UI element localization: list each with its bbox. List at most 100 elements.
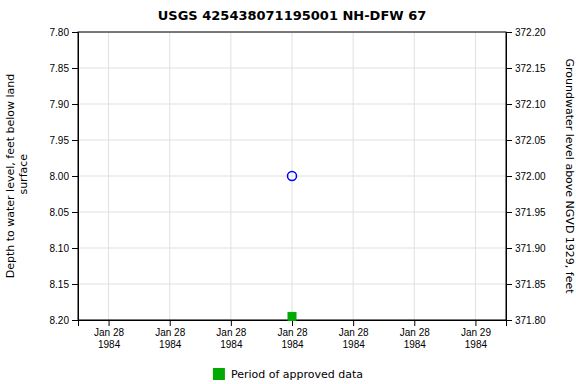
x-tick-label-line: Jan 28 <box>155 327 185 338</box>
x-tick: Jan 281984 <box>216 320 246 350</box>
y2-tick-mark <box>506 176 512 177</box>
y-tick: 8.10 <box>50 243 78 254</box>
x-tick-label-line: Jan 28 <box>339 327 369 338</box>
x-tick: Jan 281984 <box>94 320 124 350</box>
x-tick-mark <box>414 320 415 326</box>
y2-tick-mark <box>506 248 512 249</box>
y2-tick-mark <box>506 104 512 105</box>
y2-tick-mark <box>506 320 512 321</box>
y-tick-label: 8.05 <box>50 207 70 218</box>
y2-tick-mark <box>506 212 512 213</box>
x-tick-label: Jan 281984 <box>155 327 185 350</box>
y-tick-mark <box>72 104 78 105</box>
x-tick: Jan 291984 <box>461 320 491 350</box>
y2-tick: 371.95 <box>506 207 546 218</box>
x-tick-label-line: Jan 28 <box>216 327 246 338</box>
x-tick-label: Jan 281984 <box>339 327 369 350</box>
x-axis-line <box>79 321 507 327</box>
x-tick-label-line: Jan 28 <box>400 327 430 338</box>
x-tick-label-line: Jan 29 <box>461 327 491 338</box>
x-tick-mark <box>109 320 110 326</box>
y2-tick-mark <box>506 284 512 285</box>
x-tick-label: Jan 291984 <box>461 327 491 350</box>
grid-line-x <box>292 32 293 320</box>
y2-tick: 371.90 <box>506 243 546 254</box>
y-tick-label: 8.20 <box>50 315 70 326</box>
grid-line-x <box>169 32 170 320</box>
y2-tick-mark <box>506 140 512 141</box>
x-tick-label: Jan 281984 <box>94 327 124 350</box>
y-tick: 8.00 <box>50 171 78 182</box>
y-tick-mark <box>72 68 78 69</box>
x-tick-mark <box>231 320 232 326</box>
y-tick: 8.15 <box>50 279 78 290</box>
y-tick-mark <box>72 284 78 285</box>
y-tick: 7.95 <box>50 135 78 146</box>
y2-tick: 372.15 <box>506 63 546 74</box>
y2-tick-mark <box>506 32 512 33</box>
y-axis-title-line: Depth to water level, feet below land <box>4 74 17 279</box>
x-axis: Jan 281984Jan 281984Jan 281984Jan 281984… <box>79 320 507 350</box>
y2-tick-label: 372.15 <box>515 63 546 74</box>
y2-tick-label: 371.95 <box>515 207 546 218</box>
series <box>288 312 296 320</box>
chart: Jan 281984Jan 281984Jan 281984Jan 281984… <box>0 0 576 384</box>
y-tick-label: 8.10 <box>50 243 70 254</box>
y-axis-title: Depth to water level, feet below land su… <box>4 74 30 279</box>
y2-tick-label: 372.00 <box>515 171 546 182</box>
y-axis-line <box>72 33 79 321</box>
y2-tick-label: 371.85 <box>515 279 546 290</box>
legend-swatch <box>213 368 225 380</box>
grid-line-x <box>475 32 476 320</box>
grid-line-x <box>108 32 109 320</box>
y-tick: 8.20 <box>50 315 78 326</box>
x-tick-mark <box>353 320 354 326</box>
y2-axis-line <box>507 33 513 321</box>
series <box>288 172 297 181</box>
y2-tick: 372.20 <box>506 27 546 38</box>
x-tick-label: Jan 281984 <box>277 327 307 350</box>
x-tick-label-line: Jan 28 <box>94 327 124 338</box>
plot: Jan 281984Jan 281984Jan 281984Jan 281984… <box>50 27 546 350</box>
y-tick-label: 7.90 <box>50 99 70 110</box>
y-tick-mark <box>72 32 78 33</box>
x-tick-label-line: Jan 28 <box>277 327 307 338</box>
x-tick: Jan 281984 <box>155 320 185 350</box>
y-axis: 7.80 7.85 7.90 7.95 8.00 8.05 8.10 8.15 8.20 <box>50 27 79 326</box>
y-tick-label: 7.95 <box>50 135 70 146</box>
x-tick-label-line: 1984 <box>404 339 427 350</box>
y2-tick-label: 371.90 <box>515 243 546 254</box>
x-tick: Jan 281984 <box>339 320 369 350</box>
x-tick-label-line: 1984 <box>343 339 366 350</box>
y2-tick-label: 372.05 <box>515 135 546 146</box>
legend-label: Period of approved data <box>231 368 363 381</box>
y-tick-label: 7.85 <box>50 63 70 74</box>
x-tick-mark <box>475 320 476 326</box>
y-tick-label: 8.00 <box>50 171 70 182</box>
y2-tick: 372.10 <box>506 99 546 110</box>
y-tick-mark <box>72 212 78 213</box>
y-tick-label: 8.15 <box>50 279 70 290</box>
y-tick-mark <box>72 140 78 141</box>
x-tick-label-line: 1984 <box>281 339 304 350</box>
grid-line-x <box>414 32 415 320</box>
title: USGS 425438071195001 NH-DFW 67 <box>158 8 426 23</box>
x-tick-mark <box>170 320 171 326</box>
y-tick: 8.05 <box>50 207 78 218</box>
x-tick: Jan 281984 <box>277 320 307 350</box>
grid-line-x <box>230 32 231 320</box>
y-tick: 7.80 <box>50 27 78 38</box>
y2-tick: 372.05 <box>506 135 546 146</box>
x-tick: Jan 281984 <box>400 320 430 350</box>
y-tick-mark <box>72 320 78 321</box>
y2-tick: 371.80 <box>506 315 546 326</box>
y2-tick-label: 372.10 <box>515 99 546 110</box>
x-tick-label-line: 1984 <box>465 339 488 350</box>
square-point <box>288 312 296 320</box>
y-tick: 7.85 <box>50 63 78 74</box>
plot-frame <box>78 32 506 320</box>
legend-item: Period of approved data <box>213 368 363 381</box>
y2-tick-label: 372.20 <box>515 27 546 38</box>
grid-line-x <box>353 32 354 320</box>
y-tick: 7.90 <box>50 99 78 110</box>
